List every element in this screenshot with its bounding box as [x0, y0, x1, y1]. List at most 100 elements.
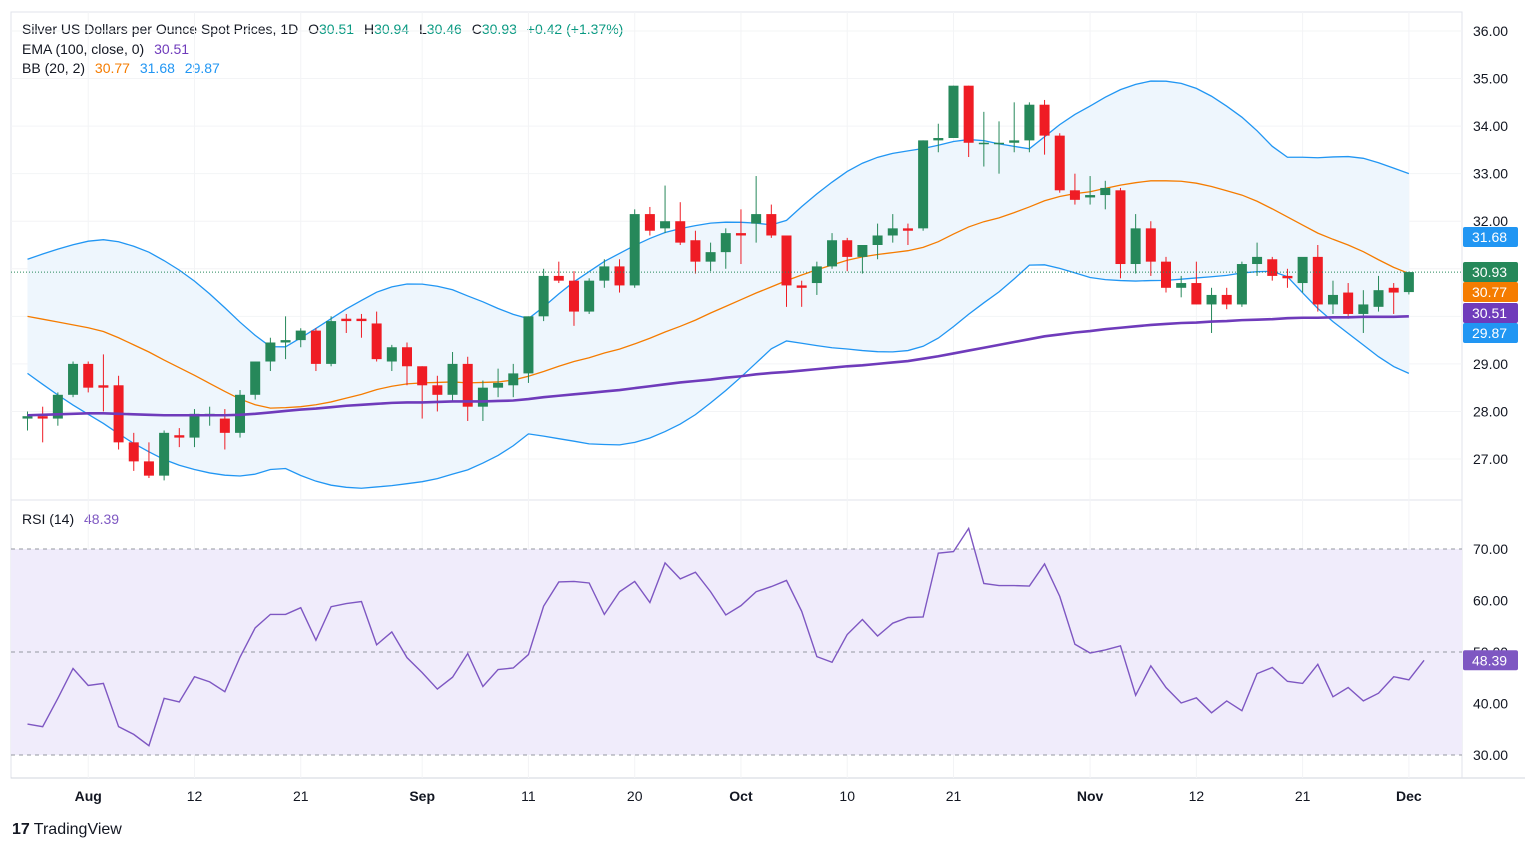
rsi-label: RSI (14) [22, 511, 75, 527]
candle-body [462, 363, 473, 407]
candle-body [1009, 140, 1020, 143]
symbol-title: Silver US Dollars per Ounce Spot Prices,… [22, 21, 299, 37]
candle-body [1403, 272, 1414, 293]
candle-body [720, 233, 731, 253]
candle-body [1161, 261, 1171, 288]
candle-body [68, 363, 79, 395]
high-value: H30.94 [363, 21, 410, 37]
candle-body [341, 318, 352, 322]
candle-body [599, 266, 610, 281]
candle-body [371, 323, 382, 360]
candle-body [1054, 135, 1065, 191]
candle-body [523, 316, 534, 374]
price-tick-label: 32.00 [1473, 213, 1508, 229]
candle-body [796, 285, 807, 288]
candle-body [918, 140, 929, 229]
candle-body [386, 347, 397, 362]
rsi-tag [1463, 650, 1518, 671]
price-tag-label: 31.68 [1472, 229, 1507, 245]
candle-body [660, 221, 671, 229]
candle-body [538, 275, 549, 317]
bb-lower-value: 29.87 [184, 60, 220, 76]
time-tick-label: 21 [946, 788, 962, 804]
candle-body [1145, 228, 1156, 262]
price-tick-label: 34.00 [1473, 118, 1508, 134]
candle-body [614, 266, 625, 286]
candle-body [22, 416, 33, 419]
time-tick-label: 20 [627, 788, 643, 804]
candle-body [189, 413, 200, 438]
candle-body [326, 321, 337, 364]
price-tag [1463, 227, 1518, 247]
candle-body [1130, 228, 1141, 265]
candle-body [356, 318, 367, 322]
price-tag [1463, 323, 1518, 343]
price-tag [1463, 303, 1518, 323]
ema-legend: EMA (100, close, 0) 30.51 [22, 40, 195, 59]
rsi-tag-label: 48.39 [1472, 652, 1507, 668]
price-tick-label: 36.00 [1473, 23, 1508, 39]
candle-body [432, 385, 443, 395]
candle-body [766, 214, 777, 236]
ema-value: 30.51 [154, 41, 190, 57]
candle-body [690, 240, 701, 262]
candle-body [1115, 190, 1126, 265]
rsi-tick-label: 70.00 [1473, 541, 1508, 557]
time-tick-label: Aug [75, 788, 102, 804]
bb-fill [27, 81, 1409, 489]
candle-body [978, 142, 989, 145]
candle-body [402, 347, 412, 367]
price-tag [1463, 262, 1518, 282]
candle-body [1221, 294, 1232, 305]
rsi-tick-label: 60.00 [1473, 593, 1508, 609]
candle-body [265, 342, 276, 362]
candle-body [508, 373, 519, 386]
candle-body [295, 330, 306, 341]
candle-body [584, 280, 595, 312]
time-tick-label: 12 [187, 788, 203, 804]
rsi-value: 48.39 [84, 511, 120, 527]
candle-body [948, 85, 959, 138]
low-value: L30.46 [419, 21, 462, 37]
candle-body [98, 385, 109, 388]
candle-body [1388, 287, 1399, 293]
candle-body [933, 138, 944, 141]
candle-body [1206, 294, 1217, 305]
price-tick-label: 27.00 [1473, 451, 1508, 467]
candle-body [842, 240, 853, 257]
tradingview-branding: 17 TradingView [12, 821, 122, 839]
candle-body [629, 214, 640, 286]
candle-body [1024, 104, 1035, 141]
candle-body [159, 432, 170, 476]
candle-body [493, 382, 504, 388]
candle-body [417, 366, 428, 386]
candle-body [1069, 190, 1080, 200]
bb-label: BB (20, 2) [22, 60, 86, 76]
bb-basis-line [27, 180, 1410, 409]
price-tag-label: 30.77 [1472, 284, 1507, 300]
candle-body [887, 228, 898, 236]
bb-lower-line [27, 264, 1410, 489]
time-tick-label: Sep [409, 788, 435, 804]
candle-body [1191, 283, 1202, 305]
time-tick-label: 10 [839, 788, 855, 804]
candle-body [1085, 195, 1096, 198]
time-tick-label: 21 [1295, 788, 1311, 804]
candle-body [447, 363, 458, 395]
price-tag-label: 30.51 [1472, 305, 1507, 321]
candle-body [644, 214, 655, 231]
price-tag-label: 30.93 [1472, 264, 1507, 280]
price-tag-label: 29.87 [1472, 325, 1507, 341]
candle-body [1282, 275, 1293, 279]
candle-body [811, 266, 822, 284]
candle-body [250, 361, 261, 395]
candle-body [1343, 292, 1354, 314]
candle-body [1373, 290, 1384, 307]
candle-body [1267, 259, 1278, 276]
candle-body [219, 418, 230, 433]
candle-body [902, 228, 913, 231]
candle-body [280, 340, 291, 343]
candle-body [1358, 304, 1369, 314]
open-value: O30.51 [308, 21, 355, 37]
